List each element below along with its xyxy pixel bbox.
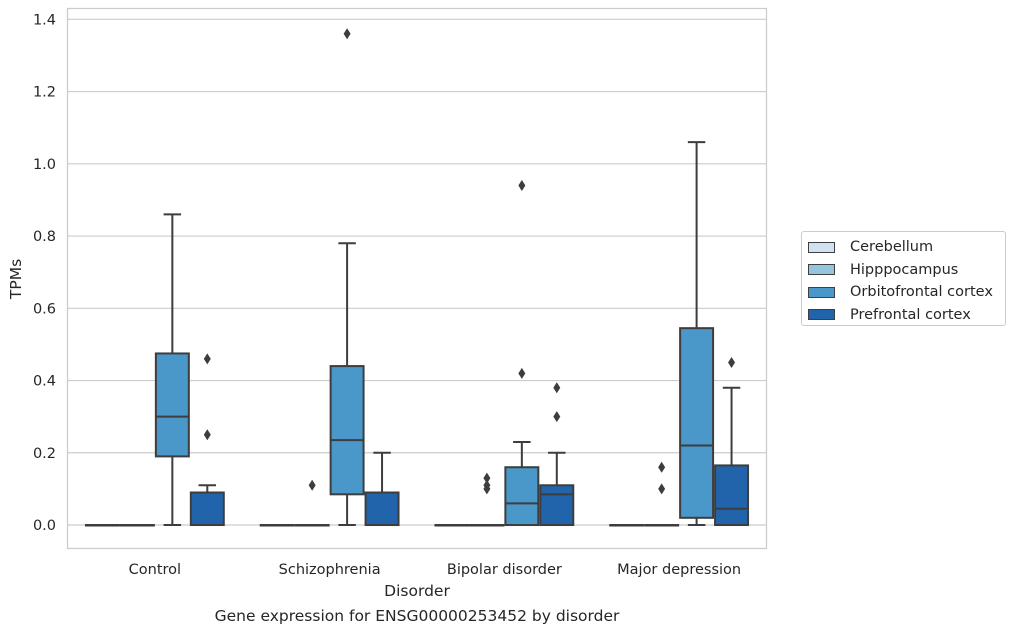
outlier-point (553, 382, 561, 394)
y-tick-labels: 0.0 0.2 0.4 0.6 0.8 1.0 1.2 1.4 (33, 12, 56, 534)
outlier-point (553, 411, 561, 423)
box (154, 352, 190, 458)
outlier-point (658, 461, 666, 473)
legend-swatch-orbitofrontal-cortex (808, 286, 835, 298)
legend: Cerebellum Hipppocampus Orbitofrontal co… (801, 231, 1006, 326)
legend-swatch-cerebellum (808, 241, 835, 253)
legend-label: Hipppocampus (850, 261, 959, 278)
plot-frame (66, 7, 768, 550)
outlier-point (518, 179, 526, 191)
outlier-point (343, 28, 351, 40)
y-tick-label: 1.2 (33, 85, 56, 101)
outlier-point (483, 483, 491, 495)
y-axis-label: TPMs (7, 259, 25, 300)
x-tick-label: Schizophrenia (279, 562, 381, 578)
x-tick-labels: Control Schizophrenia Bipolar disorder Majo… (129, 562, 741, 578)
y-tick-label: 1.4 (33, 12, 56, 28)
y-tick-label: 0.2 (33, 446, 56, 462)
legend-label: Orbitofrontal cortex (850, 284, 993, 301)
outlier-point (308, 479, 316, 491)
legend-label: Cerebellum (850, 239, 934, 256)
box (504, 466, 540, 527)
y-tick-label: 1.0 (33, 157, 56, 173)
outlier-point (203, 429, 211, 441)
legend-label: Prefrontal cortex (850, 306, 971, 323)
box (329, 365, 365, 496)
outlier-point (728, 356, 736, 368)
box (539, 484, 575, 527)
legend-swatch-hippocampus (808, 264, 835, 276)
box-plot-marks (84, 28, 750, 527)
legend-swatch-prefrontal-cortex (808, 309, 835, 321)
y-tick-label: 0.4 (33, 374, 56, 390)
outlier-point (658, 483, 666, 495)
legend-item: Cerebellum (808, 236, 1005, 259)
box (364, 491, 400, 527)
x-axis-label: Disorder (384, 582, 450, 600)
outlier-point (203, 353, 211, 365)
y-tick-label: 0.0 (33, 518, 56, 534)
x-tick-label: Bipolar disorder (447, 562, 562, 578)
outlier-point (518, 367, 526, 379)
box (679, 327, 715, 519)
box (714, 464, 750, 527)
x-tick-label: Major depression (617, 562, 741, 578)
y-tick-label: 0.6 (33, 301, 56, 317)
box (189, 491, 225, 527)
x-tick-label: Control (129, 562, 181, 578)
legend-item: Hipppocampus (808, 259, 1005, 282)
legend-item: Orbitofrontal cortex (808, 281, 1005, 304)
legend-item: Prefrontal cortex (808, 304, 1005, 327)
chart-caption: Gene expression for ENSG00000253452 by d… (214, 607, 620, 625)
outlier-point (483, 472, 491, 484)
y-tick-label: 0.8 (33, 229, 56, 245)
